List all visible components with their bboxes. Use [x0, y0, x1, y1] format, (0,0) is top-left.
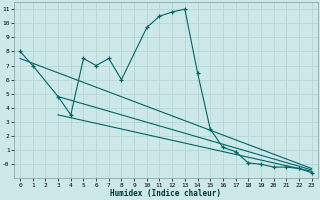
X-axis label: Humidex (Indice chaleur): Humidex (Indice chaleur) [110, 189, 221, 198]
